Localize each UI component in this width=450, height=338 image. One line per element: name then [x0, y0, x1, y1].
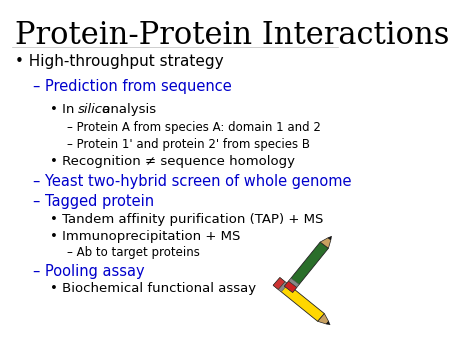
Polygon shape	[278, 282, 288, 292]
Text: • Immunoprecipitation + MS: • Immunoprecipitation + MS	[50, 230, 240, 243]
Text: • Recognition ≠ sequence homology: • Recognition ≠ sequence homology	[50, 155, 295, 168]
Polygon shape	[288, 278, 299, 287]
Text: • In: • In	[50, 103, 79, 116]
Text: – Ab to target proteins: – Ab to target proteins	[68, 246, 200, 259]
Polygon shape	[328, 236, 332, 240]
Text: – Prediction from sequence: – Prediction from sequence	[33, 79, 231, 94]
Text: – Tagged protein: – Tagged protein	[33, 194, 154, 209]
Text: analysis: analysis	[98, 103, 156, 116]
Polygon shape	[320, 238, 331, 248]
Polygon shape	[273, 277, 285, 289]
Text: – Pooling assay: – Pooling assay	[33, 264, 144, 279]
Text: – Protein A from species A: domain 1 and 2: – Protein A from species A: domain 1 and…	[68, 121, 321, 134]
Text: – Protein 1' and protein 2' from species B: – Protein 1' and protein 2' from species…	[68, 138, 310, 151]
Text: Protein-Protein Interactions: Protein-Protein Interactions	[15, 20, 450, 51]
Polygon shape	[273, 277, 324, 321]
Text: • High-throughput strategy: • High-throughput strategy	[15, 54, 224, 69]
Polygon shape	[284, 242, 328, 292]
Text: • Tandem affinity purification (TAP) + MS: • Tandem affinity purification (TAP) + M…	[50, 214, 324, 226]
Text: • Biochemical functional assay: • Biochemical functional assay	[50, 282, 256, 295]
Text: – Yeast two-hybrid screen of whole genome: – Yeast two-hybrid screen of whole genom…	[33, 174, 351, 189]
Polygon shape	[326, 321, 330, 325]
Text: silico: silico	[78, 103, 111, 116]
Polygon shape	[284, 281, 297, 292]
Polygon shape	[318, 314, 328, 324]
